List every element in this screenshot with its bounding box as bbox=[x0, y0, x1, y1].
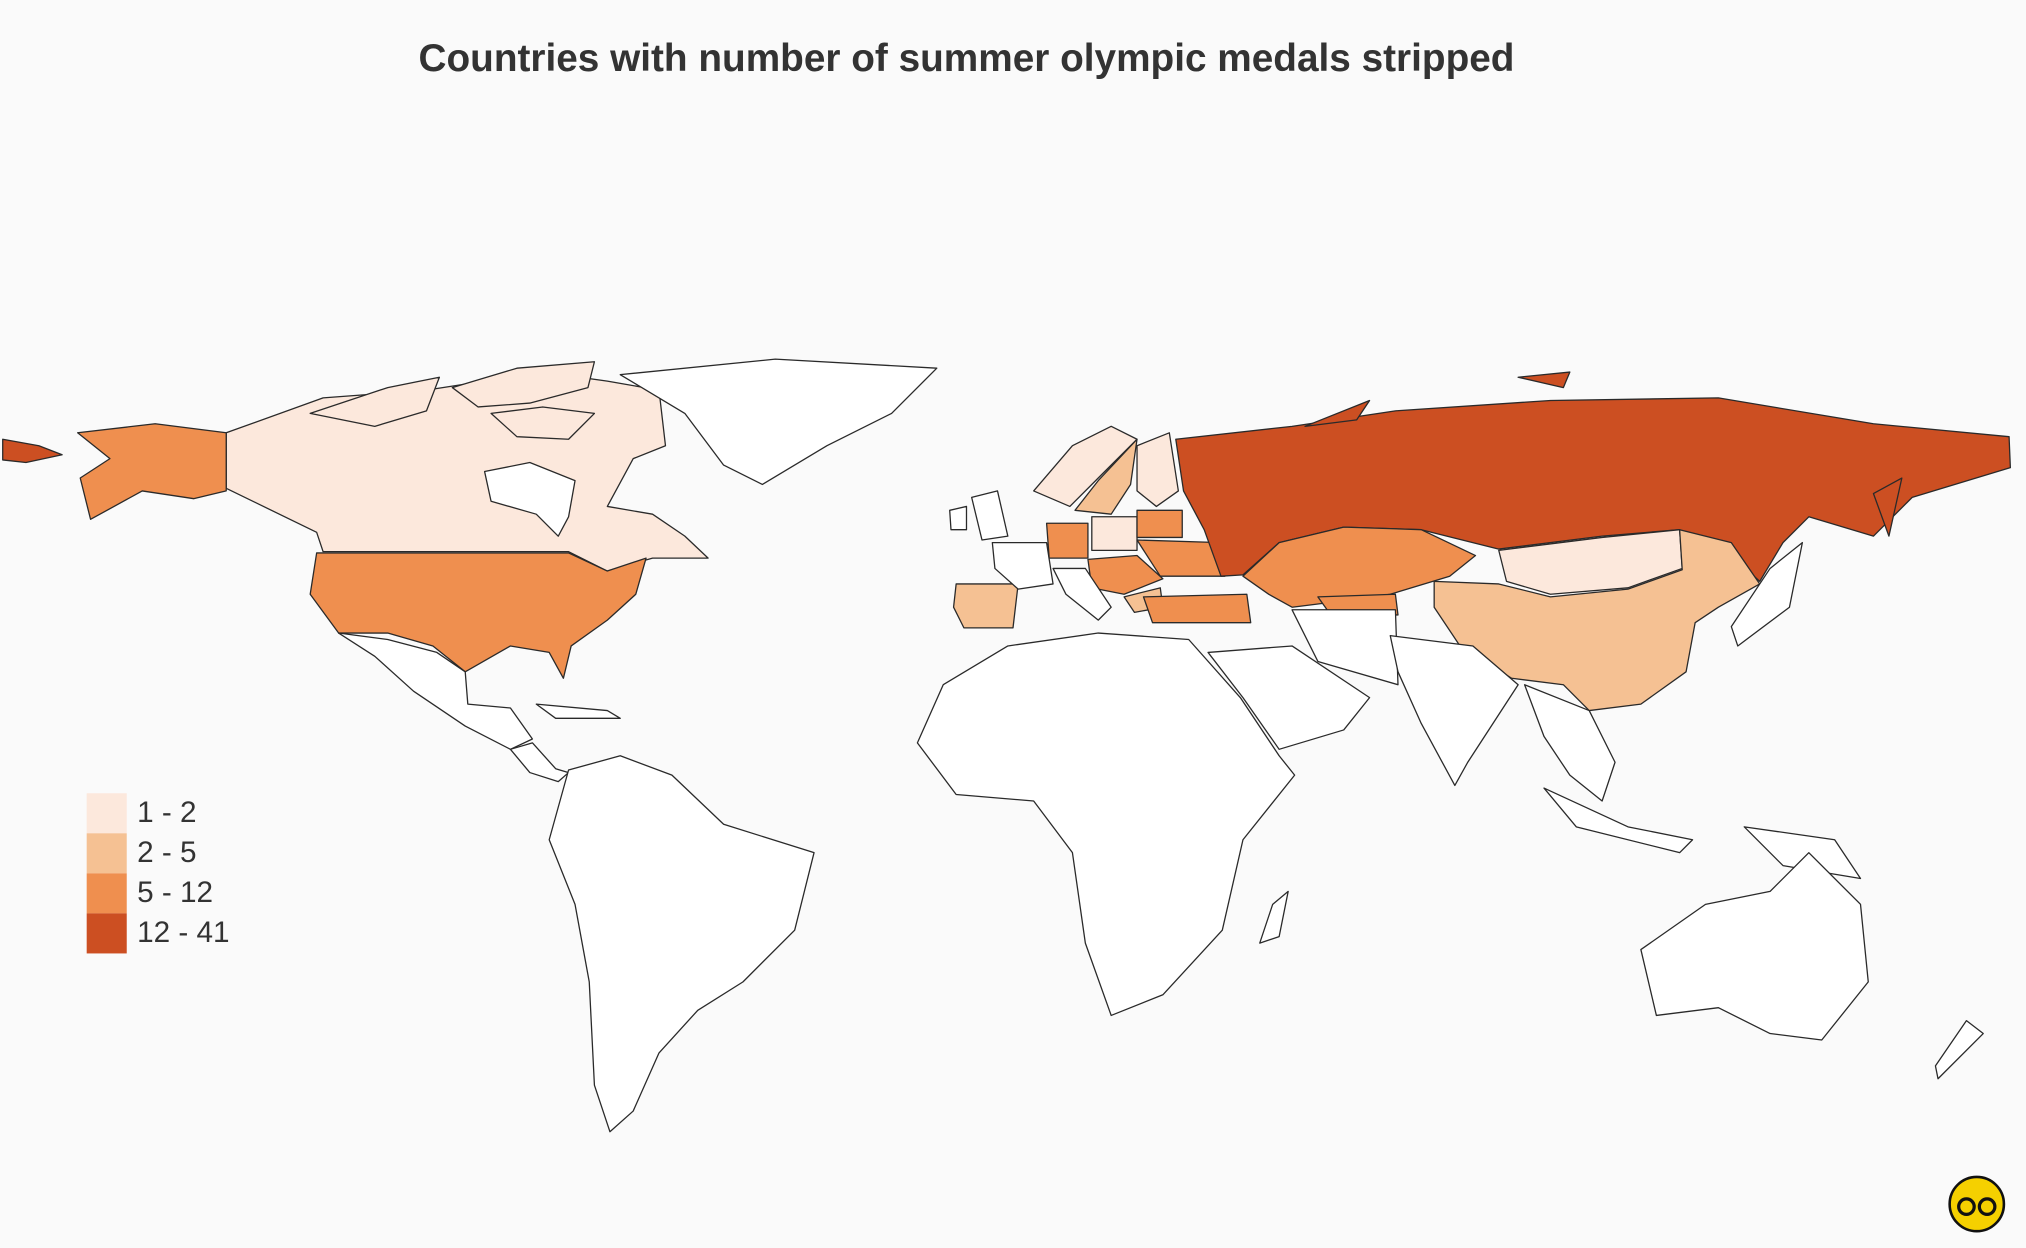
country bbox=[1136, 432, 1180, 508]
world-map bbox=[2, 358, 2012, 1133]
country bbox=[952, 583, 1019, 629]
country bbox=[619, 358, 938, 486]
logo-mark bbox=[1957, 1197, 1976, 1217]
map-title: Countries with number of summer olympic … bbox=[419, 37, 1515, 80]
country bbox=[2, 438, 63, 464]
country bbox=[77, 423, 227, 520]
country bbox=[451, 361, 596, 408]
country bbox=[1207, 645, 1371, 750]
country bbox=[490, 406, 596, 440]
country bbox=[1543, 787, 1694, 854]
country bbox=[1136, 509, 1183, 539]
country bbox=[309, 552, 647, 679]
country bbox=[1291, 609, 1399, 686]
logo bbox=[1948, 1175, 2006, 1233]
country bbox=[1640, 852, 1869, 1041]
country bbox=[971, 490, 1009, 541]
legend-swatch bbox=[86, 793, 127, 834]
country bbox=[1175, 397, 2012, 583]
legend-label: 5 - 12 bbox=[137, 876, 213, 909]
country bbox=[1934, 1019, 1984, 1080]
country bbox=[1045, 522, 1089, 559]
legend-swatch bbox=[86, 913, 127, 954]
country bbox=[1498, 529, 1683, 595]
country bbox=[1142, 593, 1252, 624]
country bbox=[1304, 399, 1371, 427]
country bbox=[1517, 371, 1571, 389]
legend: 1 - 2 2 - 5 5 - 12 12 - 41 bbox=[86, 793, 230, 954]
logo-circle bbox=[1948, 1175, 2006, 1233]
country bbox=[1091, 516, 1138, 552]
country bbox=[991, 541, 1054, 590]
country bbox=[309, 376, 441, 427]
country bbox=[1743, 826, 1862, 880]
country bbox=[1523, 684, 1616, 802]
country bbox=[548, 755, 815, 1133]
logo-mark bbox=[1977, 1197, 1997, 1217]
legend-label: 1 - 2 bbox=[137, 796, 196, 829]
country bbox=[1052, 567, 1112, 621]
legend-label: 2 - 5 bbox=[137, 836, 196, 869]
legend-swatch bbox=[86, 833, 127, 874]
country bbox=[1389, 634, 1519, 787]
country bbox=[1730, 541, 1804, 647]
legend-swatch bbox=[86, 873, 127, 914]
country bbox=[1259, 890, 1289, 944]
country bbox=[1242, 526, 1477, 608]
country bbox=[949, 505, 968, 531]
country bbox=[1872, 477, 1903, 537]
legend-label: 12 - 41 bbox=[137, 916, 229, 949]
hudson-bay bbox=[483, 461, 576, 537]
country bbox=[535, 703, 621, 719]
country bbox=[916, 632, 1296, 1017]
country bbox=[337, 632, 534, 750]
country bbox=[1074, 438, 1138, 515]
